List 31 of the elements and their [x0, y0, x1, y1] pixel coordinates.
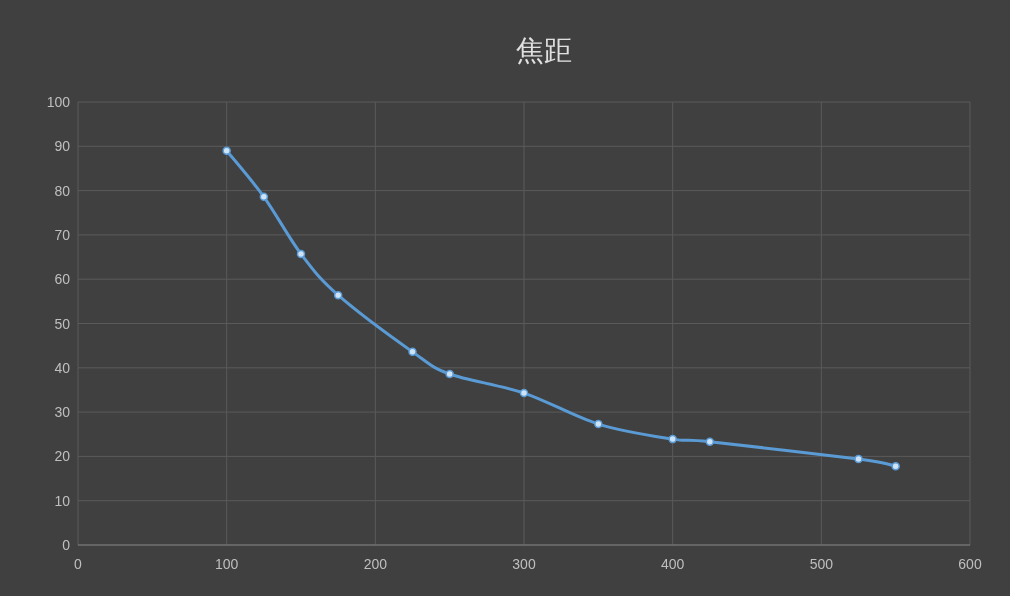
- chart-title: 焦距: [516, 34, 572, 67]
- point: [222, 146, 231, 155]
- point: [594, 419, 603, 429]
- x-tick-label: 100: [214, 556, 239, 572]
- y-tick-label: 100: [46, 94, 71, 110]
- point: [891, 461, 900, 471]
- point: [519, 388, 529, 398]
- point: [296, 249, 306, 259]
- point: [705, 437, 715, 447]
- x-tick-label: 200: [363, 556, 388, 572]
- x-tick-label: 0: [74, 556, 83, 572]
- y-tick-label: 60: [54, 271, 71, 288]
- y-tick-label: 30: [54, 404, 71, 421]
- point: [668, 434, 677, 444]
- point: [445, 369, 454, 379]
- x-tick-label: 500: [809, 556, 834, 572]
- y-tick-label: 70: [54, 226, 71, 243]
- point: [259, 192, 269, 202]
- y-tick-label: 0: [62, 537, 71, 553]
- point: [333, 290, 343, 300]
- point: [854, 454, 863, 464]
- y-tick-label: 90: [54, 138, 71, 155]
- y-tick-label: 40: [54, 359, 71, 376]
- x-tick-label: 400: [660, 556, 685, 572]
- y-tick-label: 20: [54, 448, 71, 465]
- point: [408, 347, 417, 357]
- x-tick-label: 600: [958, 556, 982, 572]
- y-tick-label: 10: [54, 492, 71, 509]
- y-tick-label: 80: [54, 182, 71, 199]
- y-tick-label: 50: [54, 315, 71, 332]
- x-tick-label: 300: [512, 556, 536, 572]
